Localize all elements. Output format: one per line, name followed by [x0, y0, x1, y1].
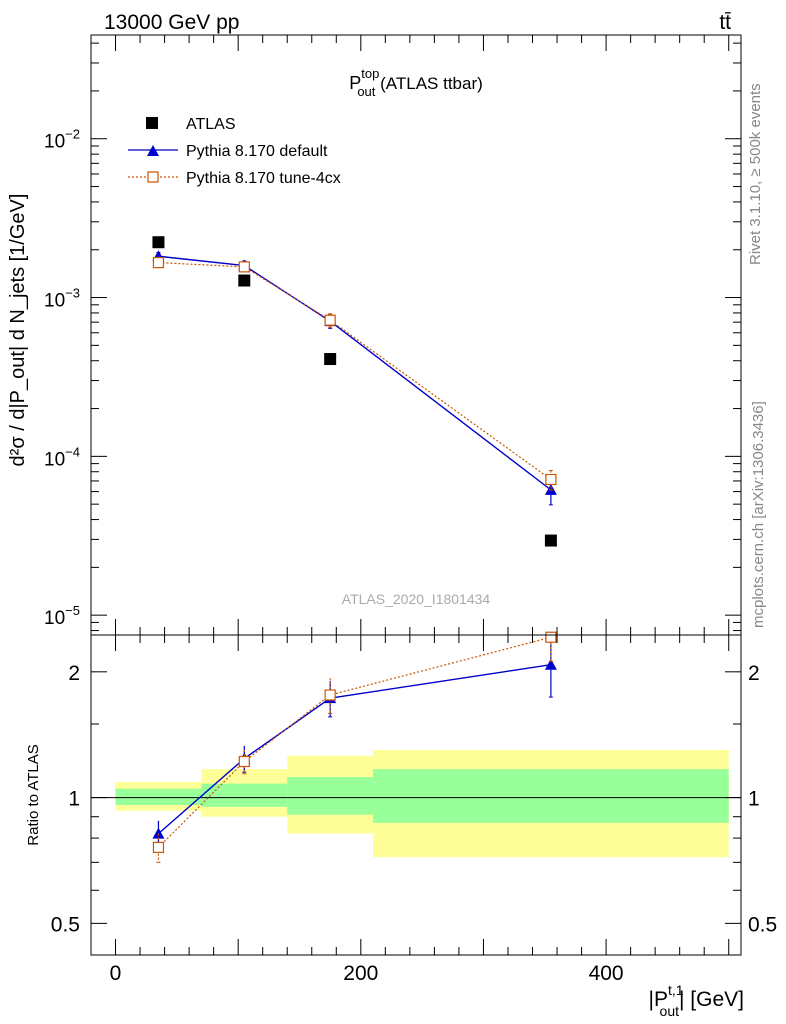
ratio-uncertainty-bands	[115, 749, 729, 858]
ratio-point-default	[544, 658, 557, 670]
ratio-y-tick-label: 0.5	[51, 913, 80, 936]
legend-marker-atlas	[146, 117, 158, 129]
ratio-point-tune	[238, 755, 250, 768]
data-point-atlas	[238, 274, 251, 287]
main-y-tick-label: 10−4	[44, 444, 80, 470]
ratio-axis-ticks	[91, 635, 741, 955]
ratio-line-tune	[158, 636, 552, 848]
main-y-tick-label: 10−2	[44, 127, 80, 153]
ratio-line-default	[157, 664, 552, 835]
ratio-y-axis-label: Ratio to ATLAS	[25, 744, 42, 845]
rivet-label: Rivet 3.1.10, ≥ 500k events	[747, 83, 764, 265]
main-y-tick-labels: 10−5 10−4 10−3 10−2	[44, 127, 80, 629]
legend-label-default: Pythia 8.170 default	[186, 143, 328, 160]
data-point-tune	[545, 473, 557, 486]
ratio-y-tick-label-right: 0.5	[748, 913, 777, 936]
main-y-axis-label: d²σ / d|P_out| d N_jets [1/GeV]	[7, 194, 29, 467]
main-series-lines	[158, 255, 552, 491]
x-axis-label: |Pt,1 out| [GeV]	[649, 982, 745, 1019]
legend-label-tune: Pythia 8.170 tune-4cx	[186, 170, 341, 187]
legend-label-atlas: ATLAS	[186, 116, 236, 133]
x-tick-labels: 0 200 400	[110, 962, 624, 985]
data-point-tune	[324, 314, 336, 326]
ratio-y-tick-label-right: 2	[748, 662, 760, 685]
series-line-tune	[158, 261, 552, 480]
legend-marker-default	[147, 145, 159, 156]
data-point-atlas	[152, 236, 165, 249]
uncertainty-band-green	[201, 783, 288, 807]
ratio-y-tick-label: 2	[68, 662, 80, 685]
ratio-point-tune	[324, 689, 336, 701]
mcplots-label: mcplots.cern.ch [arXiv:1306.3436]	[750, 401, 767, 628]
data-point-atlas	[544, 534, 557, 547]
process-label: tt̄	[719, 11, 731, 34]
legend: ATLAS Pythia 8.170 default Pythia 8.170 …	[128, 116, 341, 187]
x-tick-label: 0	[110, 962, 122, 985]
ratio-y-tick-label-right: 1	[748, 788, 760, 811]
ratio-y-tick-label: 1	[68, 788, 80, 811]
main-y-tick-label: 10−5	[44, 603, 80, 629]
uncertainty-band-green	[373, 769, 729, 823]
main-y-tick-label: 10−3	[44, 286, 80, 312]
main-panel: 10−5 10−4 10−3 10−2 Ptop out (ATLAS ttbar) d…	[7, 34, 742, 636]
data-point-tune	[238, 261, 250, 273]
main-data-points	[152, 236, 557, 547]
data-point-tune	[152, 256, 165, 269]
x-tick-label: 200	[343, 962, 378, 985]
uncertainty-band-green	[115, 788, 202, 806]
ratio-point-default	[152, 827, 165, 839]
x-tick-label: 400	[589, 962, 624, 985]
data-point-atlas	[324, 353, 337, 366]
legend-marker-tune	[147, 171, 159, 183]
main-axis-ticks	[91, 35, 741, 635]
ratio-point-tune	[545, 631, 557, 643]
series-line-default	[158, 255, 552, 491]
ratio-point-tune	[152, 841, 165, 853]
ratio-plot-frame	[90, 634, 742, 956]
analysis-watermark: ATLAS_2020_I1801434	[342, 591, 491, 607]
ratio-series-lines	[157, 636, 552, 848]
ratio-y-tick-labels: 0.5 0.5 1 1 2 2	[51, 662, 777, 937]
plot-title: Ptop out (ATLAS ttbar)	[349, 66, 483, 99]
uncertainty-band-green	[287, 777, 374, 815]
ratio-data-points	[152, 631, 557, 863]
energy-label: 13000 GeV pp	[104, 11, 239, 34]
ratio-panel: 0.5 0.5 1 1 2 2 0 200 400 Ratio to ATLAS |Pt,1 o…	[25, 631, 777, 1019]
